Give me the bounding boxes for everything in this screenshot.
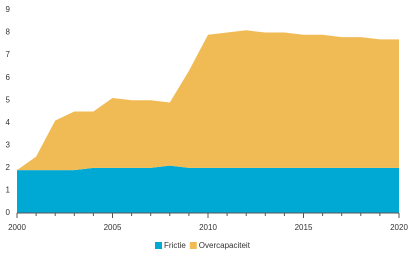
y-tick-label: 0 bbox=[6, 208, 11, 217]
x-tick-label: 2020 bbox=[390, 223, 408, 232]
legend-swatch bbox=[189, 242, 197, 249]
x-tick-label: 2000 bbox=[8, 223, 26, 232]
y-tick-label: 3 bbox=[6, 140, 11, 149]
y-tick-label: 4 bbox=[6, 118, 11, 127]
y-tick-label: 9 bbox=[6, 5, 11, 14]
legend-label: Frictie bbox=[164, 241, 186, 250]
legend-label: Overcapaciteit bbox=[199, 241, 251, 250]
area bbox=[17, 165, 399, 213]
y-tick-label: 1 bbox=[6, 186, 11, 195]
y-tick-label: 6 bbox=[6, 73, 11, 82]
y-tick-label: 8 bbox=[6, 28, 11, 37]
x-tick-label: 2005 bbox=[104, 223, 122, 232]
legend-swatch bbox=[155, 242, 162, 249]
x-tick-label: 2015 bbox=[295, 223, 313, 232]
area bbox=[17, 30, 399, 171]
x-tick-label: 2010 bbox=[199, 223, 217, 232]
y-tick-label: 7 bbox=[6, 50, 11, 59]
y-tick-label: 2 bbox=[6, 163, 11, 172]
y-tick-label: 5 bbox=[6, 95, 11, 104]
